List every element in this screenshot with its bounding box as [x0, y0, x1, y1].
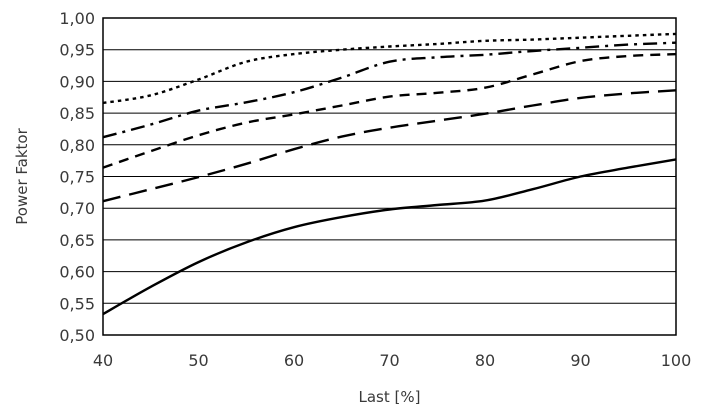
y-tick-label: 0,80 [59, 136, 95, 155]
y-tick-label: 0,70 [59, 199, 95, 218]
plot-frame [102, 17, 677, 336]
x-tick-label: 80 [475, 351, 495, 370]
x-axis-title: Last [%] [359, 388, 421, 406]
series-line-dash-dot [102, 41, 677, 139]
series-lines [102, 32, 677, 316]
grid-lines [103, 17, 676, 336]
y-tick-label: 0,75 [59, 168, 95, 187]
x-tick-label: 100 [661, 351, 692, 370]
series-line-dotted [102, 32, 677, 105]
x-tick-label: 60 [284, 351, 304, 370]
series-line-long-dash [102, 89, 677, 203]
y-tick-label: 0,95 [59, 41, 95, 60]
y-tick-label: 0,85 [59, 104, 95, 123]
y-tick-labels: 0,50 0,55 0,60 0,65 0,70 0,75 0,80 0,85 0,90 0,95… [59, 9, 95, 345]
x-tick-label: 50 [188, 351, 208, 370]
series-line-solid [102, 158, 677, 316]
y-tick-label: 0,90 [59, 72, 95, 91]
y-tick-label: 0,55 [59, 294, 95, 313]
x-tick-label: 70 [379, 351, 399, 370]
y-axis-title: Power Faktor [13, 127, 31, 224]
y-tick-label: 1,00 [59, 9, 95, 28]
x-tick-labels: 40 50 60 70 80 90 100 [93, 351, 691, 370]
x-tick-label: 90 [570, 351, 590, 370]
series-line-dash [102, 52, 677, 169]
y-tick-label: 0,60 [59, 263, 95, 282]
y-tick-label: 0,65 [59, 231, 95, 250]
y-tick-label: 0,50 [59, 326, 95, 345]
x-tick-label: 40 [93, 351, 113, 370]
